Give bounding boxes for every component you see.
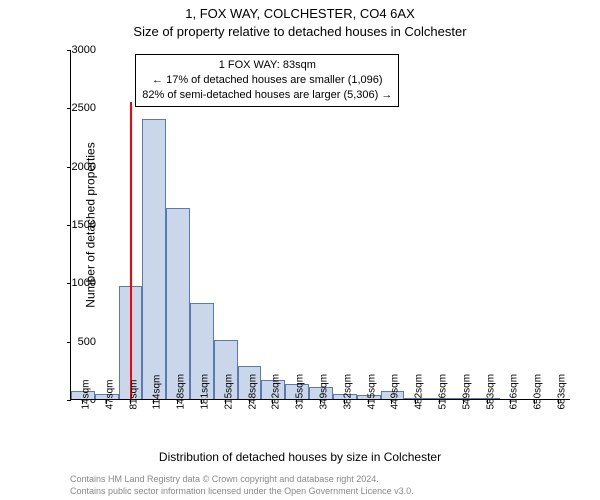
annotation-line2: ← 17% of detached houses are smaller (1,… — [142, 73, 392, 88]
y-axis-label: Number of detached properties — [84, 142, 98, 307]
annotation-line3: 82% of semi-detached houses are larger (… — [142, 88, 392, 103]
x-axis-label: Distribution of detached houses by size … — [0, 450, 600, 464]
page-title: Size of property relative to detached ho… — [0, 24, 600, 39]
chart-container: 1, FOX WAY, COLCHESTER, CO4 6AX Size of … — [0, 0, 600, 500]
histogram-bar — [166, 208, 190, 399]
annotation-line1: 1 FOX WAY: 83sqm — [142, 58, 392, 73]
y-tick-mark — [67, 400, 71, 401]
histogram-bar — [142, 119, 166, 399]
page-suptitle: 1, FOX WAY, COLCHESTER, CO4 6AX — [0, 6, 600, 21]
annotation-box: 1 FOX WAY: 83sqm ← 17% of detached house… — [135, 54, 399, 107]
property-marker-line — [130, 102, 132, 400]
footer-line1: Contains HM Land Registry data © Crown c… — [70, 474, 379, 484]
footer-line2: Contains public sector information licen… — [70, 486, 414, 496]
